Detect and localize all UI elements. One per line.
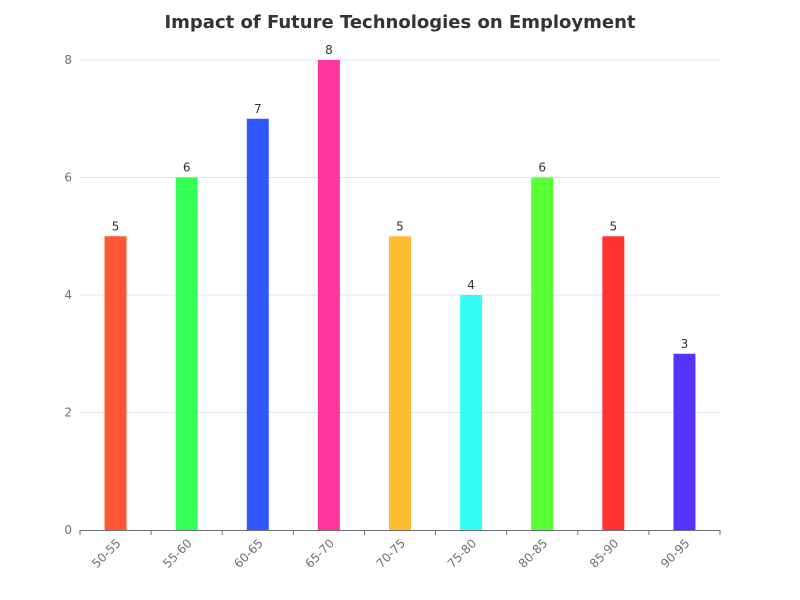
bar[interactable] — [602, 236, 625, 530]
x-tick-label: 85-90 — [587, 536, 622, 571]
y-tick-label: 4 — [64, 288, 72, 302]
data-label: 7 — [254, 102, 262, 116]
bar[interactable] — [246, 118, 269, 530]
data-labels: 5 6 7 8 5 4 6 5 3 — [112, 43, 689, 351]
bar[interactable] — [175, 177, 198, 531]
x-tick-label: 70-75 — [374, 536, 409, 571]
bar[interactable] — [317, 60, 340, 530]
x-tick-label: 50-55 — [89, 536, 124, 571]
data-label: 5 — [112, 219, 120, 233]
data-label: 6 — [183, 161, 191, 175]
bar[interactable] — [531, 177, 554, 531]
bars — [104, 60, 696, 531]
x-tick-label: 60-65 — [231, 536, 266, 571]
y-tick-label: 6 — [64, 171, 72, 185]
data-label: 8 — [325, 43, 333, 57]
x-axis-tick-labels: 50-55 55-60 60-65 65-70 70-75 75-80 80-85 85-90… — [89, 536, 692, 571]
data-label: 5 — [610, 219, 618, 233]
x-axis-ticks — [79, 530, 721, 535]
chart-title: Impact of Future Technologies on Employm… — [164, 12, 635, 33]
y-tick-label: 2 — [64, 406, 72, 420]
x-tick-label: 55-60 — [160, 536, 195, 571]
data-label: 4 — [467, 278, 475, 292]
data-label: 6 — [538, 161, 546, 175]
x-tick-label: 80-85 — [516, 536, 551, 571]
x-tick-label: 75-80 — [445, 536, 480, 571]
bar[interactable] — [389, 236, 411, 530]
y-axis-tick-labels: 0 2 4 6 8 — [64, 53, 72, 537]
data-label: 5 — [396, 219, 404, 233]
bar[interactable] — [460, 295, 483, 530]
bar[interactable] — [673, 353, 696, 530]
y-tick-label: 0 — [64, 523, 72, 537]
y-tick-label: 8 — [64, 53, 72, 67]
x-tick-label: 90-95 — [658, 536, 693, 571]
x-tick-label: 65-70 — [302, 536, 337, 571]
bar[interactable] — [104, 236, 127, 530]
data-label: 3 — [681, 337, 689, 351]
